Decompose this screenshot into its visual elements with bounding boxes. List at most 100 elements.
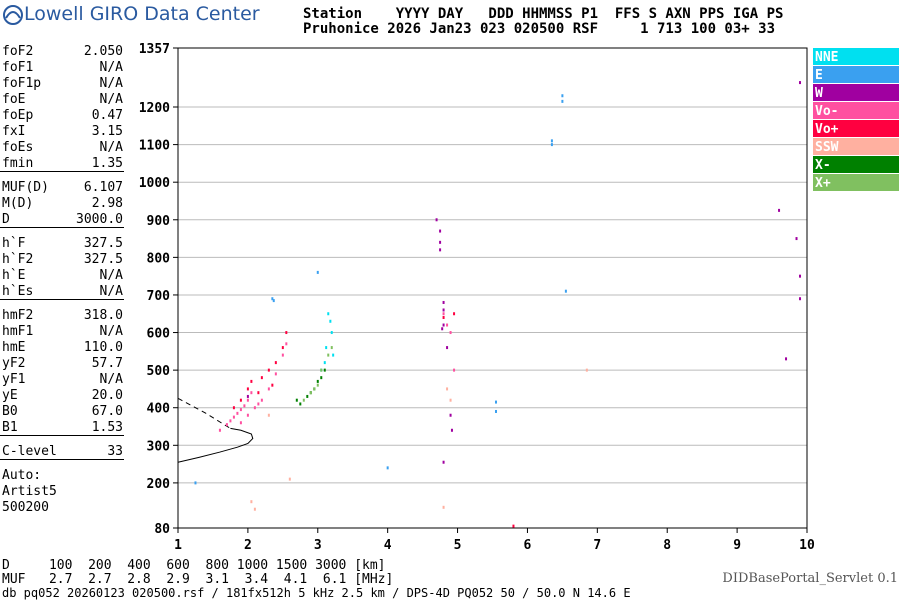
echo-point [229, 419, 232, 423]
param-label: D [2, 212, 10, 227]
echo-point [327, 353, 330, 357]
param-value: 2.98 [91, 196, 123, 211]
logo-text: Lowell GIRO Data Center [24, 3, 260, 25]
param-label: fmin [2, 156, 34, 171]
echo-point [250, 391, 253, 395]
echo-point [309, 391, 312, 395]
param-value: 2.050 [83, 44, 123, 59]
param-value: 6.107 [83, 180, 123, 195]
echo-point [550, 143, 553, 147]
echo-point [564, 289, 567, 293]
y-tick-label: 400 [147, 402, 171, 417]
profile-line [177, 427, 254, 463]
legend-swatch [813, 138, 899, 155]
logo-icon [3, 5, 23, 25]
echo-point [246, 387, 249, 391]
auto-text: Auto: [2, 468, 42, 483]
echo-point [799, 297, 802, 301]
echo-point [330, 346, 333, 350]
param-value: 318.0 [83, 308, 123, 323]
legend-label: Vo- [815, 104, 838, 119]
param-label: foEs [2, 140, 34, 155]
echo-point [218, 428, 221, 432]
legend-swatch [813, 174, 899, 191]
echo-point [316, 379, 319, 383]
echo-point [446, 387, 449, 391]
echo-point [550, 139, 553, 143]
echo-point [585, 368, 588, 372]
echo-point [260, 376, 263, 380]
muf-row: D 100 200 400 600 800 1000 1500 3000 [km… [2, 558, 386, 573]
param-value: 0.47 [91, 108, 123, 123]
echo-point [561, 99, 564, 103]
echo-point [446, 323, 449, 327]
echo-point [257, 391, 260, 395]
echo-point [442, 308, 445, 312]
echo-point [332, 353, 335, 357]
legend-label: X- [815, 158, 831, 173]
param-label: B0 [2, 404, 18, 419]
param-label: foEp [2, 108, 34, 123]
param-value: 3000.0 [76, 212, 123, 227]
echo-point [435, 218, 438, 222]
auto-text: 500200 [2, 500, 49, 515]
echo-point [281, 353, 284, 357]
echo-point [253, 406, 256, 410]
y-tick-label: 1100 [139, 139, 170, 154]
echo-point [442, 312, 445, 316]
param-value: N/A [99, 268, 123, 283]
param-value: N/A [99, 324, 123, 339]
legend-label: E [815, 68, 823, 83]
echo-point [302, 398, 305, 402]
x-tick-label: 3 [314, 538, 322, 553]
echo-point [494, 400, 497, 404]
echo-point [246, 413, 249, 417]
y-tick-label: 700 [147, 289, 171, 304]
separator [0, 459, 124, 460]
y-tick-label: 800 [147, 251, 171, 266]
param-label: hmE [2, 340, 26, 355]
legend-label: SSW [815, 140, 839, 155]
echo-point [442, 505, 445, 509]
param-value: N/A [99, 92, 123, 107]
echo-point [232, 406, 235, 410]
echo-point [250, 379, 253, 383]
echo-point [799, 81, 802, 85]
param-value: N/A [99, 60, 123, 75]
echo-point [243, 404, 246, 408]
chart: 8020030040050060070080090010001100120013… [139, 42, 899, 553]
echo-point [442, 300, 445, 304]
echo-point [274, 372, 277, 376]
echo-point [386, 466, 389, 470]
echo-point [239, 421, 242, 425]
echo-point [442, 323, 445, 327]
echo-point [439, 229, 442, 233]
legend-swatch [813, 102, 899, 119]
echo-point [494, 409, 497, 413]
y-tick-label: 600 [147, 327, 171, 342]
echo-point [785, 357, 788, 361]
header-line: Pruhonice 2026 Jan23 023 020500 RSF 1 71… [303, 21, 776, 37]
legend-swatch [813, 156, 899, 173]
param-label: h`E [2, 268, 26, 283]
param-label: foF1 [2, 60, 34, 75]
echo-point [253, 507, 256, 511]
param-label: yF2 [2, 356, 26, 371]
param-label: h`F2 [2, 252, 34, 267]
echo-point [316, 270, 319, 274]
x-tick-label: 5 [454, 538, 462, 553]
echo-point [799, 274, 802, 278]
echo-point [561, 94, 564, 98]
echo-point [446, 346, 449, 350]
echo-point [449, 331, 452, 335]
separator [0, 227, 124, 228]
param-value: 1.35 [91, 156, 123, 171]
echo-point [313, 387, 316, 391]
y-tick-label: 80 [154, 522, 170, 537]
echo-point [285, 331, 288, 335]
echo-point [232, 415, 235, 419]
echo-point [778, 208, 781, 212]
param-value: N/A [99, 284, 123, 299]
muf-row: MUF 2.7 2.7 2.8 2.9 3.1 3.4 4.1 6.1 [MHz… [2, 572, 394, 587]
legend-swatch [813, 66, 899, 83]
